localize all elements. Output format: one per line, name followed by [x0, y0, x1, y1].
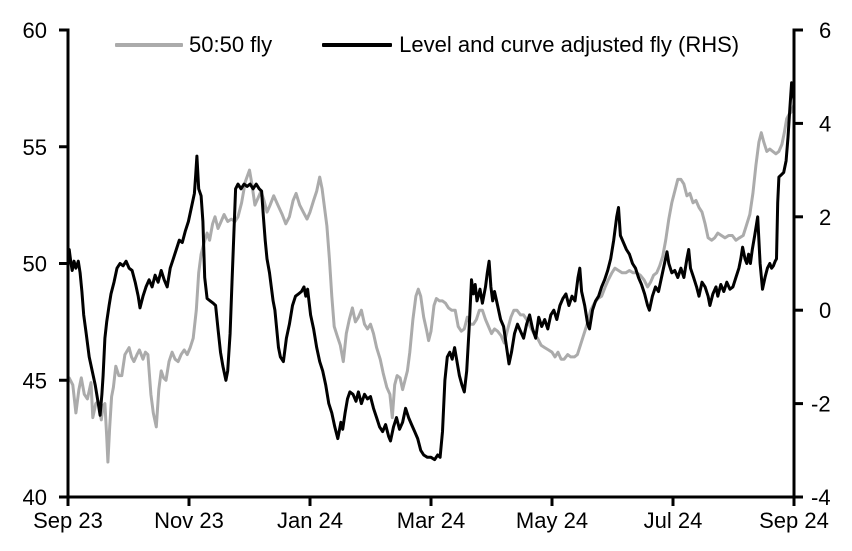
- series-line-1: [67, 81, 796, 462]
- y-axis-right-tick-label: -2: [811, 392, 831, 417]
- legend: 50:50 fly Level and curve adjusted fly (…: [115, 32, 739, 58]
- legend-line-sample-gray: [115, 43, 183, 47]
- y-axis-left-tick-label: 50: [23, 252, 47, 277]
- y-axis-left-tick-label: 45: [23, 368, 47, 393]
- x-axis-tick-label: Sep 24: [759, 508, 829, 533]
- x-axis-tick-label: Jan 24: [277, 508, 343, 533]
- y-axis-right-tick-label: -4: [811, 485, 831, 510]
- y-axis-left-tick-label: 55: [23, 135, 47, 160]
- y-axis-right-tick-label: 0: [819, 298, 831, 323]
- series-line-0: [67, 103, 796, 464]
- y-axis-right-tick-label: 2: [819, 205, 831, 230]
- y-axis-left-tick-label: 60: [23, 18, 47, 43]
- x-axis-tick-label: May 24: [516, 508, 588, 533]
- legend-item-50-50-fly: 50:50 fly: [115, 32, 272, 58]
- y-axis-right-tick-label: 6: [819, 18, 831, 43]
- x-axis-tick-label: Nov 23: [154, 508, 224, 533]
- legend-line-sample-black: [322, 43, 393, 47]
- x-axis-tick-label: Mar 24: [397, 508, 465, 533]
- legend-item-level-curve-adjusted-fly: Level and curve adjusted fly (RHS): [272, 32, 739, 58]
- x-axis-tick-label: Jul 24: [644, 508, 703, 533]
- y-axis-left-tick-label: 40: [23, 485, 47, 510]
- legend-label-50-50-fly: 50:50 fly: [189, 32, 273, 57]
- x-axis-tick-label: Sep 23: [33, 508, 103, 533]
- y-axis-right-tick-label: 4: [819, 111, 831, 136]
- legend-label-level-curve-adjusted-fly: Level and curve adjusted fly (RHS): [399, 32, 740, 57]
